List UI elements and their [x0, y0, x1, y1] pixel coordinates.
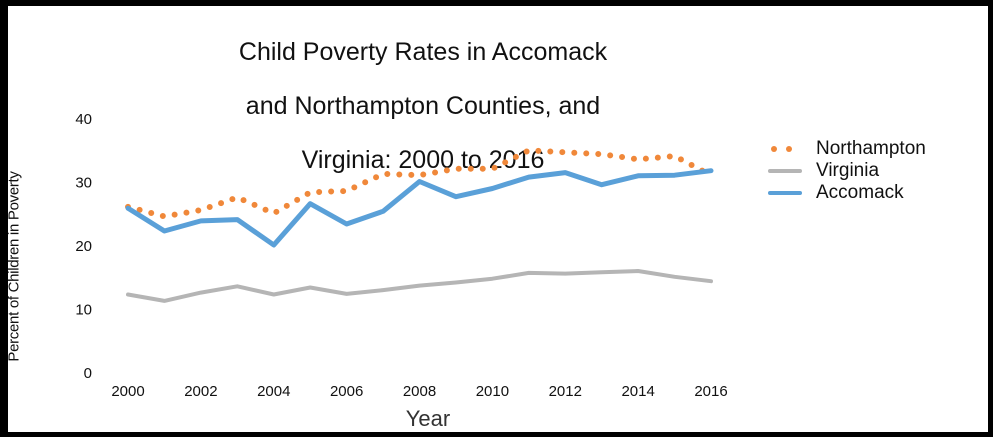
legend-item-northampton: Northampton [768, 138, 926, 160]
chart-title-line-1: Child Poverty Rates in Accomack [238, 38, 608, 66]
y-tick-label: 40 [75, 111, 92, 128]
series-line-virginia [126, 269, 713, 303]
line-chart-plot: 0 10 20 30 40 2000 2002 2004 2006 2008 2010 2012 201… [75, 111, 727, 400]
x-tick-label: 2006 [330, 383, 363, 400]
chart-title: Child Poverty Rates in Accomack and Nort… [8, 12, 838, 201]
x-tick-label: 2016 [694, 383, 727, 400]
x-tick-label: 2012 [549, 383, 582, 400]
legend-item-virginia: Virginia [768, 160, 926, 182]
x-tick-label: 2004 [257, 383, 290, 400]
chart-frame: Child Poverty Rates in Accomack and Nort… [8, 6, 988, 432]
x-tick-label: 2010 [476, 383, 509, 400]
legend-swatch-northampton [768, 144, 802, 154]
x-tick-label: 2014 [621, 383, 654, 400]
legend-swatch-accomack [768, 188, 802, 198]
y-tick-label: 0 [84, 365, 92, 382]
chart-title-line-2: and Northampton Counties, and [245, 92, 601, 120]
legend-label-accomack: Accomack [816, 182, 904, 203]
legend-label-virginia: Virginia [816, 160, 880, 181]
y-tick-label: 20 [75, 238, 92, 255]
x-axis-label: Year [405, 406, 451, 431]
legend-swatch-virginia [768, 166, 802, 176]
legend-label-northampton: Northampton [816, 138, 926, 159]
y-tick-label: 10 [75, 302, 92, 319]
x-tick-label: 2008 [403, 383, 436, 400]
legend-item-accomack: Accomack [768, 182, 926, 204]
y-axis-label: Percent of Children in Poverty [8, 171, 23, 362]
x-tick-label: 2002 [184, 383, 217, 400]
legend: Northampton Virginia Accomack [768, 138, 926, 204]
chart-title-line-3: Virginia: 2000 to 2016 [301, 146, 545, 174]
x-tick-label: 2000 [111, 383, 144, 400]
y-tick-label: 30 [75, 175, 92, 192]
series-line-accomack [125, 168, 714, 248]
